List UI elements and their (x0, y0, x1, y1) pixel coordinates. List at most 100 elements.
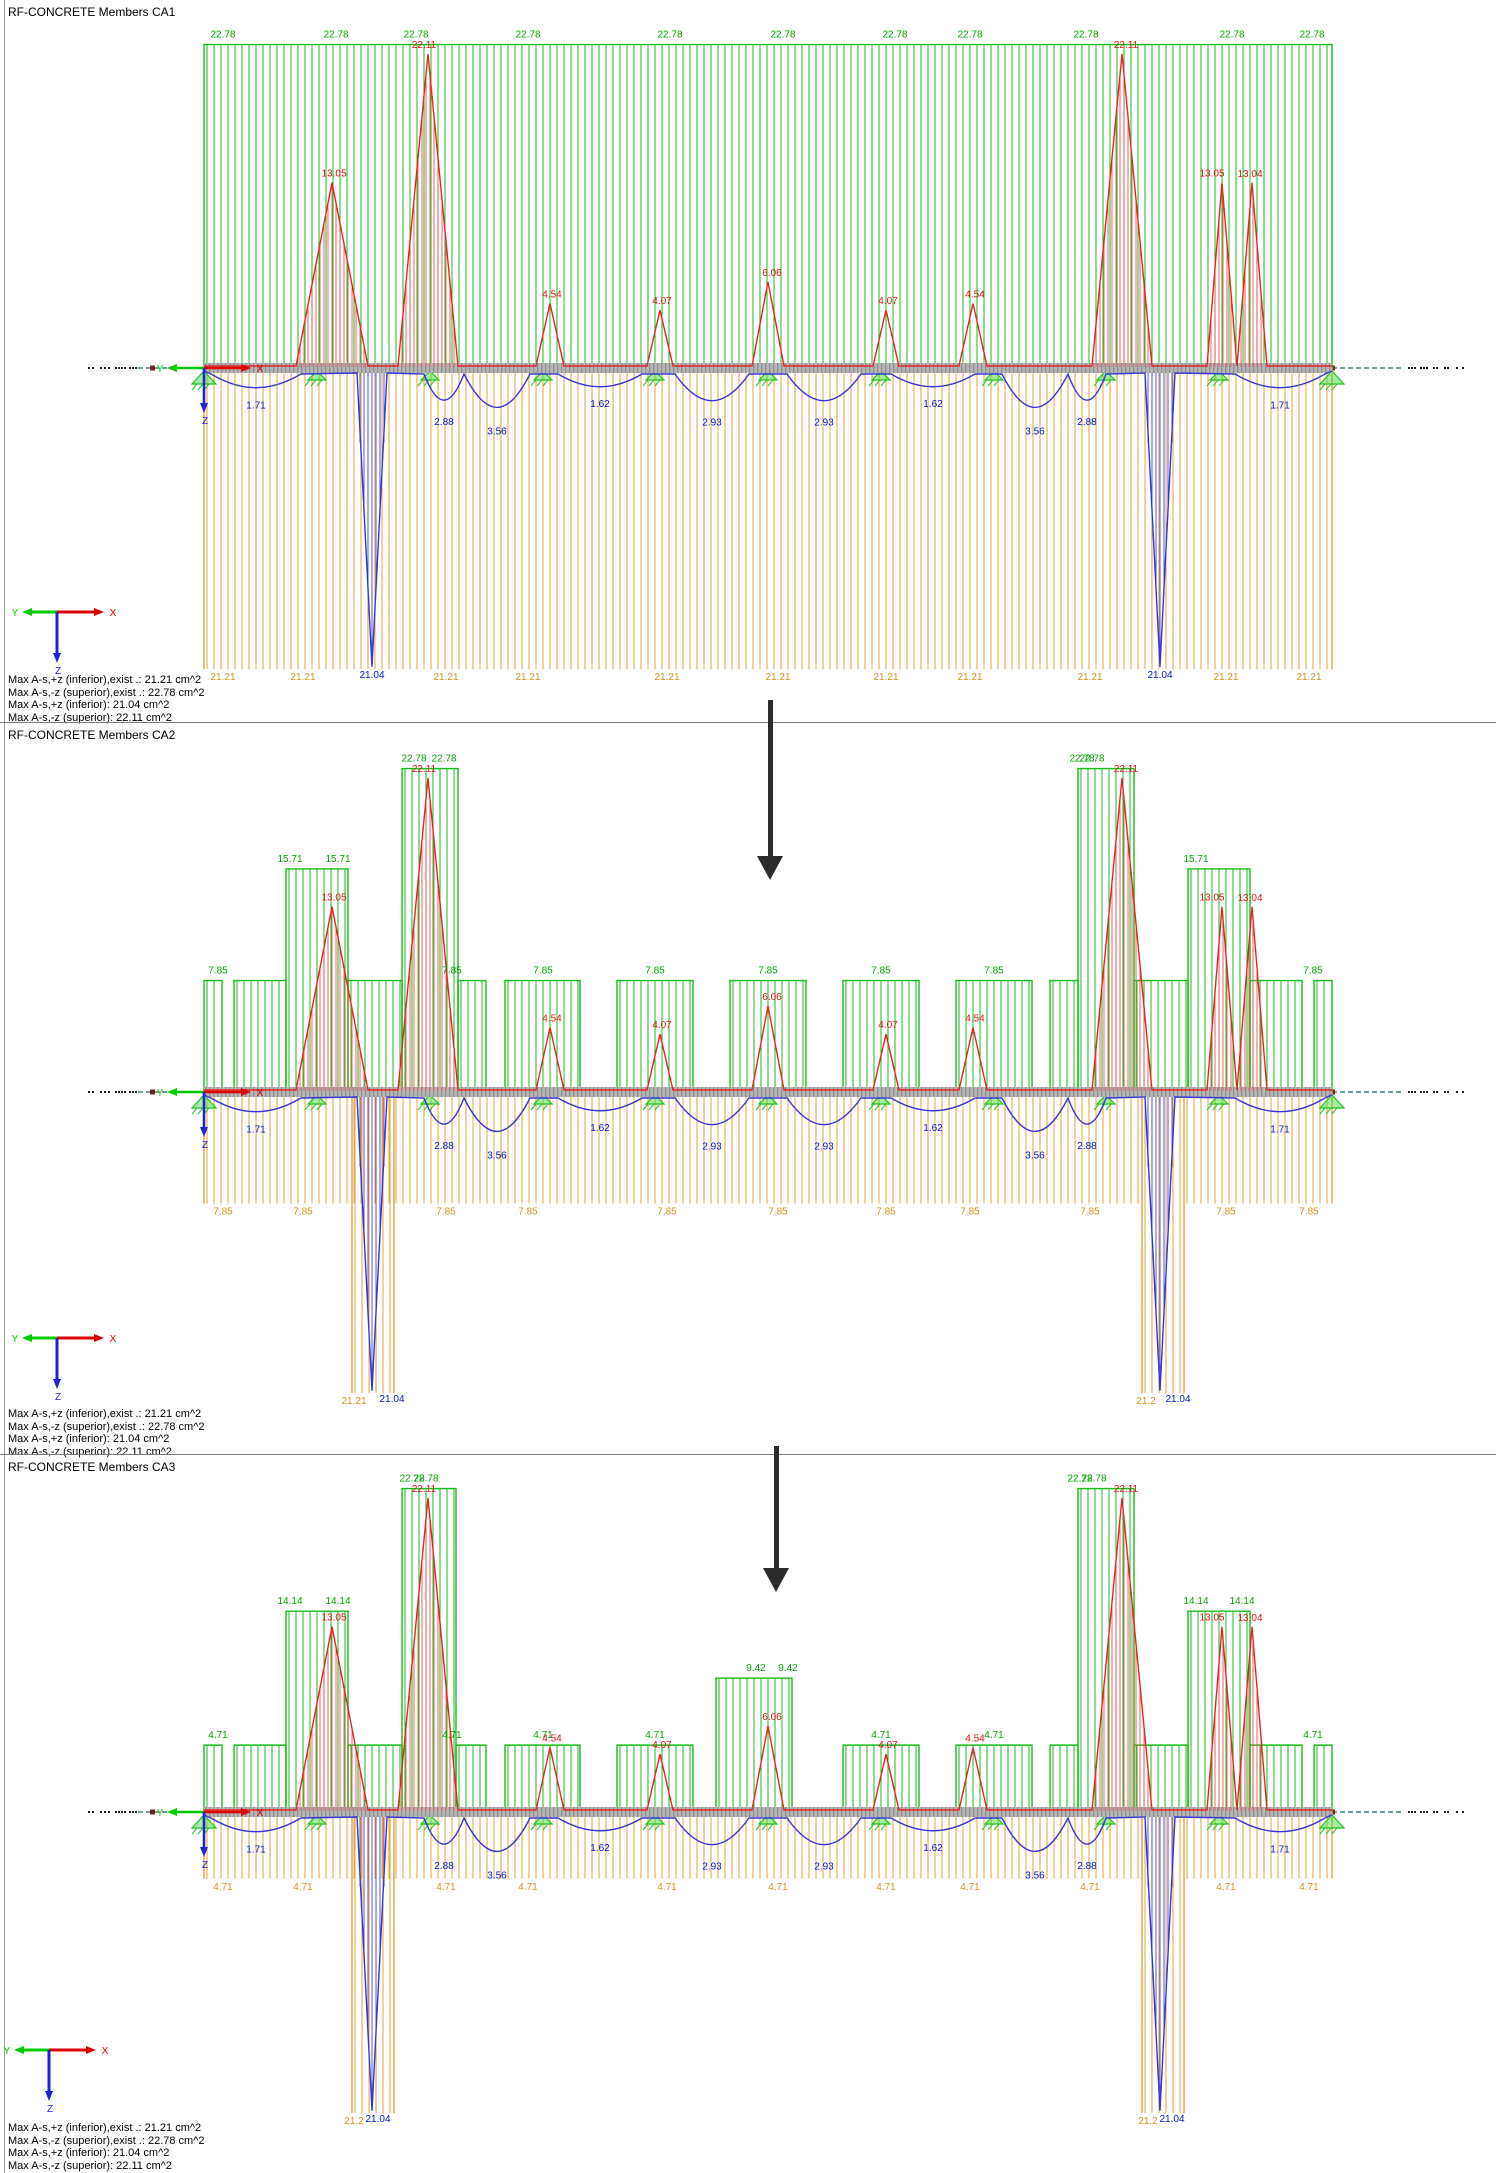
top-reinforcement-envelope (455, 1744, 487, 1812)
bottom-reinforcement-value: 21.21 (957, 672, 982, 683)
required-bottom-value: 2.93 (814, 1862, 834, 1873)
required-bottom-value: 2.88 (434, 1141, 454, 1152)
top-reinforcement-envelope (203, 979, 223, 1092)
top-reinforcement-value: 15.71 (1183, 854, 1208, 865)
required-top-value: 13.05 (321, 169, 346, 180)
bottom-reinforcement-value: 7.85 (293, 1206, 313, 1217)
top-reinforcement-value: 22.78 (1073, 30, 1098, 41)
y-axis-arrowhead-icon (22, 608, 32, 616)
required-bottom-value: 2.93 (702, 1142, 722, 1153)
notes-line: Max A-s,-z (superior): 22.11 cm^2 (8, 711, 172, 724)
view-axes: Y X Z (4, 2046, 109, 2115)
required-bottom-value: 1.62 (590, 399, 610, 410)
required-bottom-value: 2.88 (434, 1861, 454, 1872)
y-axis-arrowhead-icon (22, 1334, 32, 1342)
required-bottom-value: 3.56 (487, 1871, 507, 1882)
y-axis-arrowhead-icon (167, 1808, 177, 1816)
y-axis-arrowhead-icon (14, 2046, 24, 2054)
support-icon (868, 370, 892, 387)
panel-separator-1 (0, 722, 1496, 723)
required-bottom-value: 1.62 (923, 399, 943, 410)
top-reinforcement-value: 4.71 (533, 1730, 553, 1741)
required-bottom-value: 3.56 (1025, 427, 1045, 438)
x-axis-arrowhead-icon (86, 2046, 96, 2054)
required-top-value: 6.06 (762, 992, 782, 1003)
top-reinforcement-value: 22.78 (1219, 30, 1244, 41)
support-icon (304, 370, 328, 387)
support-icon (1318, 370, 1346, 391)
bottom-reinforcement-value: 4.71 (657, 1882, 677, 1893)
bottom-reinforcement-value: 21.21 (1296, 672, 1321, 683)
top-reinforcement-value: 4.71 (442, 1730, 462, 1741)
top-reinforcement-value: 7.85 (758, 966, 778, 977)
top-reinforcement-envelope (285, 1610, 349, 1812)
bottom-reinforcement-value: 4.71 (876, 1882, 896, 1893)
required-top-value: 22.11 (412, 1484, 437, 1495)
y-axis-label: Y (157, 364, 164, 375)
x-axis-arrowhead-icon (94, 608, 104, 616)
required-top-value: 13.05 (321, 893, 346, 904)
support-icon (642, 1094, 666, 1111)
window-left-border (4, 0, 5, 2173)
panel-title-ca2: RF-CONCRETE Members CA2 (8, 728, 176, 742)
support-icon (1206, 1814, 1230, 1831)
required-top-value: 13.04 (1237, 893, 1262, 904)
notes-line: Max A-s,-z (superior): 22.11 cm^2 (8, 2159, 172, 2172)
bottom-reinforcement-value: 21.21 (654, 672, 679, 683)
bottom-reinforcement-value: 4.71 (1080, 1882, 1100, 1893)
required-bottom-value: 2.88 (1077, 417, 1097, 428)
top-reinforcement-value: 22.78 (401, 754, 426, 765)
top-reinforcement-envelope (955, 1744, 1033, 1812)
top-reinforcement-envelope (1133, 979, 1189, 1092)
bottom-reinforcement-envelope (351, 1811, 395, 2114)
bottom-reinforcement-value: 7.85 (1299, 1206, 1319, 1217)
required-top-reinforcement-curve (204, 777, 1332, 1091)
bottom-reinforcement-value: 4.71 (960, 1882, 980, 1893)
top-reinforcement-value: 22.78 (210, 30, 235, 41)
support-icon (642, 1814, 666, 1831)
top-reinforcement-envelope (955, 979, 1033, 1092)
top-reinforcement-envelope (1133, 1744, 1189, 1812)
notes-line: Max A-s,-z (superior): 22.11 cm^2 (8, 1445, 172, 1458)
notes-line: Max A-s,-z (superior),exist .: 22.78 cm^… (8, 2134, 205, 2147)
required-bottom-value: 1.62 (590, 1123, 610, 1134)
bottom-reinforcement-value: 21.2 (1138, 2116, 1158, 2127)
top-reinforcement-value: 7.85 (984, 966, 1004, 977)
bottom-reinforcement-value: 7.85 (518, 1206, 538, 1217)
support-icon (530, 370, 554, 387)
required-bottom-reinforcement-curve (203, 1814, 1333, 2111)
required-bottom-value: 2.88 (434, 417, 454, 428)
support-icon (1318, 1094, 1346, 1115)
notes-line: Max A-s,+z (inferior): 21.04 cm^2 (8, 699, 170, 712)
required-bottom-value: 2.88 (1077, 1861, 1097, 1872)
x-axis-label: X (102, 2046, 109, 2057)
node-marker (150, 365, 155, 371)
z-axis-arrowhead-icon (200, 1127, 208, 1137)
required-top-value: 22.11 (412, 764, 437, 775)
panel-title-ca3: RF-CONCRETE Members CA3 (8, 1460, 176, 1474)
required-bottom-value: 2.93 (702, 418, 722, 429)
bottom-reinforcement-value: 21.21 (341, 1396, 366, 1407)
required-top-value: 4.54 (965, 290, 985, 301)
required-bottom-max-value: 21.04 (1159, 2114, 1184, 2125)
notes-line: Max A-s,+z (inferior): 21.04 cm^2 (8, 2147, 170, 2160)
bottom-reinforcement-value: 21.2 (1136, 1396, 1156, 1407)
top-reinforcement-value: 14.14 (1229, 1596, 1254, 1607)
top-reinforcement-envelope (203, 1744, 223, 1812)
view-axes: Y X Z (12, 1334, 117, 1403)
x-axis-arrowhead-icon (241, 1088, 251, 1096)
beam-member (204, 1087, 1332, 1097)
support-icon (868, 1814, 892, 1831)
top-reinforcement-value: 22.78 (1069, 754, 1094, 765)
required-bottom-reinforcement-curve (203, 370, 1333, 667)
top-reinforcement-value: 15.71 (325, 854, 350, 865)
top-reinforcement-value: 9.42 (778, 1663, 798, 1674)
bottom-reinforcement-value: 4.71 (518, 1882, 538, 1893)
beam-member (204, 1807, 1332, 1817)
z-axis-arrowhead-icon (45, 2091, 53, 2101)
notes-line: Max A-s,-z (superior),exist .: 22.78 cm^… (8, 1420, 205, 1433)
bottom-reinforcement-value: 21.21 (1213, 672, 1238, 683)
top-reinforcement-envelope (729, 979, 807, 1092)
